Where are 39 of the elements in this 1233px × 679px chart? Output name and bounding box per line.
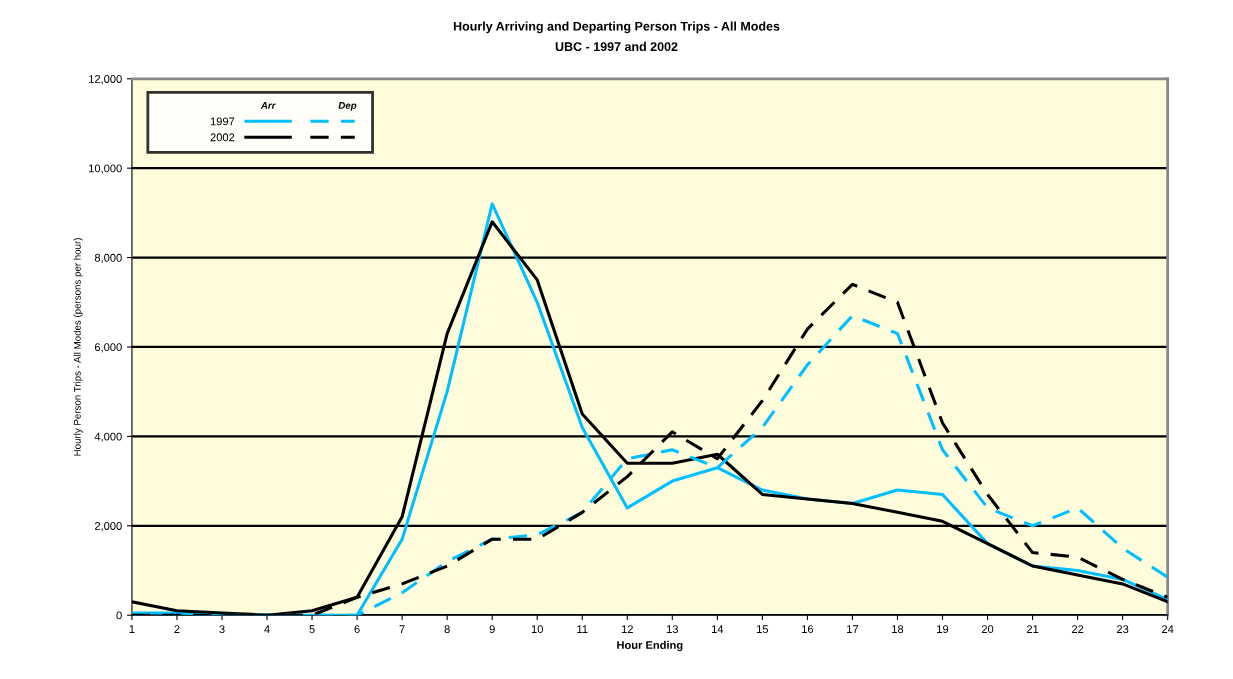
y-tick-label: 0 <box>116 611 122 620</box>
x-tick-label: 14 <box>712 625 724 633</box>
x-tick-label: 9 <box>489 625 495 634</box>
y-tick-label: 2,000 <box>94 522 122 532</box>
x-tick-label: 22 <box>1071 625 1084 633</box>
x-tick-label: 24 <box>1162 625 1174 633</box>
x-tick-label: 19 <box>937 625 949 634</box>
x-tick-label: 7 <box>399 625 405 633</box>
x-tick-label: 5 <box>309 625 315 634</box>
x-tick-label: 8 <box>444 625 450 634</box>
chart-title: Hourly Arriving and Departing Person Trips - All Modes <box>453 21 780 34</box>
legend-label: 2002 <box>210 133 235 142</box>
x-tick-label: 2 <box>174 625 180 633</box>
x-tick-label: 11 <box>577 625 588 633</box>
x-tick-label: 13 <box>666 625 678 634</box>
annotation: Arr <box>260 102 276 109</box>
y-tick-label: 12,000 <box>89 75 122 85</box>
x-tick-label: 16 <box>802 625 814 634</box>
x-tick-label: 15 <box>757 625 769 634</box>
legend-label: 1997 <box>210 117 235 126</box>
x-tick-label: 21 <box>1026 625 1039 633</box>
y-tick-label: 4,000 <box>94 432 122 442</box>
x-tick-label: 4 <box>264 625 270 633</box>
x-tick-label: 18 <box>892 625 904 634</box>
x-tick-label: 3 <box>219 625 225 634</box>
x-tick-label: 20 <box>981 625 994 634</box>
x-tick-label: 17 <box>847 625 859 633</box>
annotation: Dep <box>338 102 357 111</box>
chart-subtitle: UBC - 1997 and 2002 <box>555 41 678 52</box>
x-tick-label: 12 <box>621 625 633 633</box>
x-tick-label: 10 <box>531 625 543 634</box>
x-tick-label: 23 <box>1117 625 1129 634</box>
y-tick-label: 10,000 <box>89 164 122 174</box>
x-axis-title: Hour Ending <box>617 640 683 652</box>
y-axis-title: Hourly Person Trips - All Modes (persons per hour) <box>73 238 83 456</box>
y-tick-label: 8,000 <box>94 253 122 264</box>
y-tick-label: 6,000 <box>94 343 122 353</box>
x-tick-label: 1 <box>129 625 135 633</box>
x-tick-label: 6 <box>354 625 360 634</box>
